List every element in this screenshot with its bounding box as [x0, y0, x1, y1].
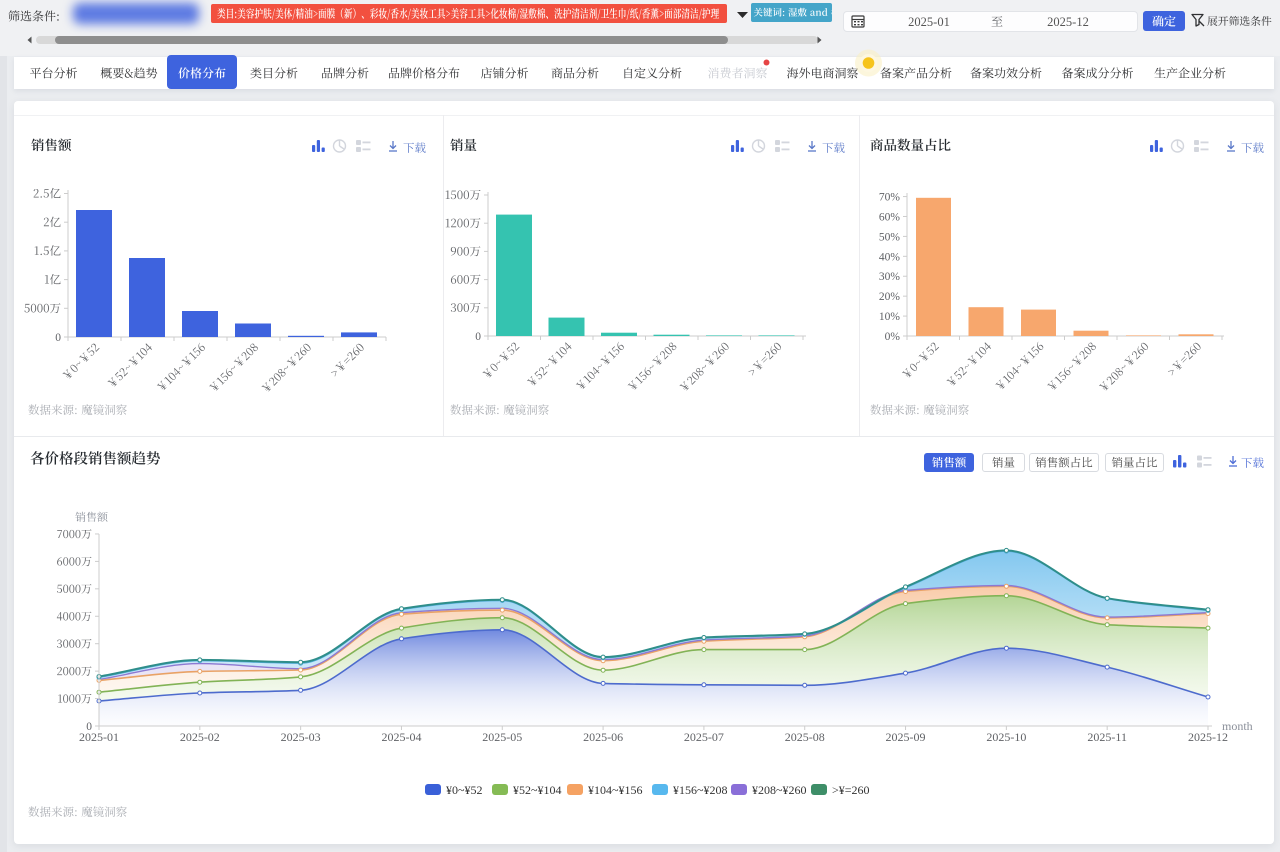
svg-text:2025-09: 2025-09	[886, 730, 926, 744]
svg-text:20%: 20%	[879, 291, 901, 303]
svg-text:50%: 50%	[879, 231, 901, 243]
svg-text:month: month	[1222, 719, 1253, 733]
svg-text:¥52~¥104: ¥52~¥104	[513, 783, 562, 797]
svg-text:¥104~¥156: ¥104~¥156	[588, 783, 643, 797]
svg-text:¥156~¥208: ¥156~¥208	[673, 783, 728, 797]
svg-text:30%: 30%	[879, 271, 901, 283]
svg-text:40%: 40%	[879, 251, 901, 263]
svg-text:70%: 70%	[879, 192, 901, 204]
svg-text:2025-01: 2025-01	[908, 15, 950, 29]
svg-text:10%: 10%	[879, 311, 901, 323]
svg-text:0: 0	[475, 331, 481, 343]
svg-text:2025-08: 2025-08	[785, 730, 825, 744]
svg-text:2025-07: 2025-07	[684, 730, 724, 744]
svg-text:2025-03: 2025-03	[281, 730, 321, 744]
svg-text:¥208~¥260: ¥208~¥260	[752, 783, 807, 797]
svg-text:2025-05: 2025-05	[482, 730, 522, 744]
svg-text:¥0~¥52: ¥0~¥52	[446, 783, 483, 797]
svg-text:2025-12: 2025-12	[1188, 730, 1228, 744]
svg-text:2025-02: 2025-02	[180, 730, 220, 744]
svg-text:2025-01: 2025-01	[79, 730, 119, 744]
svg-text:0: 0	[86, 721, 92, 733]
svg-text:2025-04: 2025-04	[381, 730, 421, 744]
svg-text:2025-10: 2025-10	[986, 730, 1026, 744]
svg-text:2025-11: 2025-11	[1087, 730, 1127, 744]
svg-text:>¥=260: >¥=260	[832, 783, 870, 797]
svg-text:0: 0	[55, 332, 61, 344]
svg-text:2025-12: 2025-12	[1047, 15, 1089, 29]
svg-text:2025-06: 2025-06	[583, 730, 623, 744]
svg-text:60%: 60%	[879, 211, 901, 223]
svg-text:0%: 0%	[885, 331, 901, 343]
